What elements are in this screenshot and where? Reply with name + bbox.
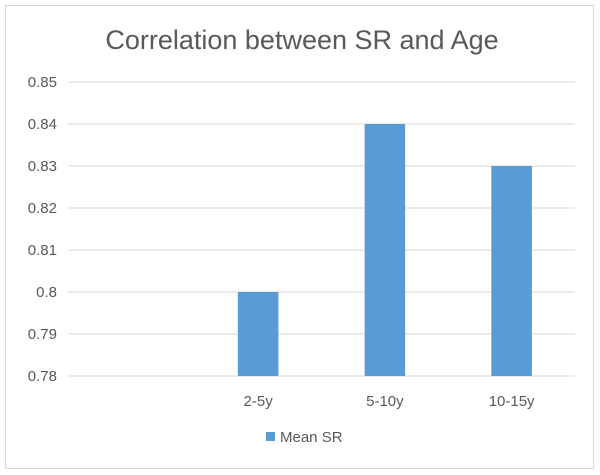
y-tick-label: 0.8 [36,284,57,301]
x-tick-label: 5-10y [366,393,404,410]
x-axis-ticks: 2-5y 5-10y 10-15y [244,393,536,410]
bar-2-5y [237,292,279,376]
y-tick-label: 0.78 [28,368,57,385]
y-tick-label: 0.81 [28,242,57,259]
y-tick-label: 0.83 [28,158,57,175]
y-tick-label: 0.85 [28,74,57,91]
gridlines [68,81,575,377]
y-tick-label: 0.84 [28,116,57,133]
legend-swatch [266,432,275,441]
x-tick-label: 2-5y [244,393,274,410]
legend-label: Mean SR [280,429,343,446]
x-tick-label: 10-15y [489,393,535,410]
y-axis-ticks: 0.78 0.79 0.8 0.81 0.82 0.83 0.84 0.85 [28,74,57,385]
bars [237,124,532,376]
chart-title: Correlation between SR and Age [105,25,498,55]
bar-5-10y [364,124,406,376]
bar-10-15y [491,166,532,376]
y-tick-label: 0.79 [28,326,57,343]
y-tick-label: 0.82 [28,200,57,217]
legend: Mean SR [266,429,343,446]
